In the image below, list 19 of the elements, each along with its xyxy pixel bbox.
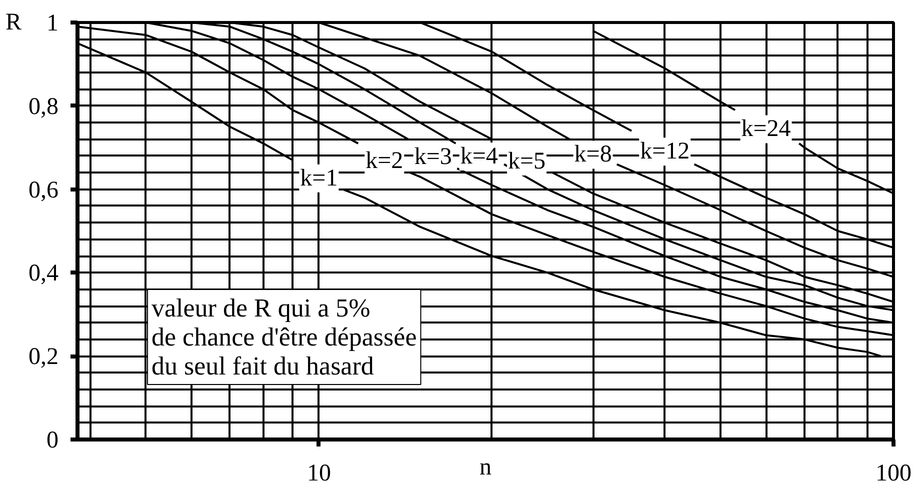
series-label: k=12 (640, 138, 690, 165)
series-label: k=24 (741, 116, 791, 142)
x-axis-title: n (480, 454, 492, 480)
y-axis-title: R (5, 10, 22, 36)
series-label: k=5 (508, 148, 546, 174)
y-tick-label: 0,8 (28, 94, 58, 120)
x-tick-label: 10 (306, 460, 331, 486)
y-tick-label: 0,2 (28, 344, 58, 370)
annotation: valeur de R qui a 5% de chance d'être dépassée du seul fait du hasard (152, 294, 417, 380)
y-tick-label: 0,6 (28, 177, 58, 204)
series-label: k=8 (574, 142, 612, 168)
y-tick-label: 0,4 (28, 260, 58, 287)
y-tick-label: 1 (46, 10, 58, 36)
x-tick-label: 100 (876, 460, 912, 486)
y-tick-label: 0 (46, 428, 58, 454)
series-label: k=4 (460, 144, 498, 170)
series-label: k=2 (366, 148, 404, 174)
series-label: k=1 (300, 165, 338, 192)
series-label: k=3 (414, 144, 452, 170)
